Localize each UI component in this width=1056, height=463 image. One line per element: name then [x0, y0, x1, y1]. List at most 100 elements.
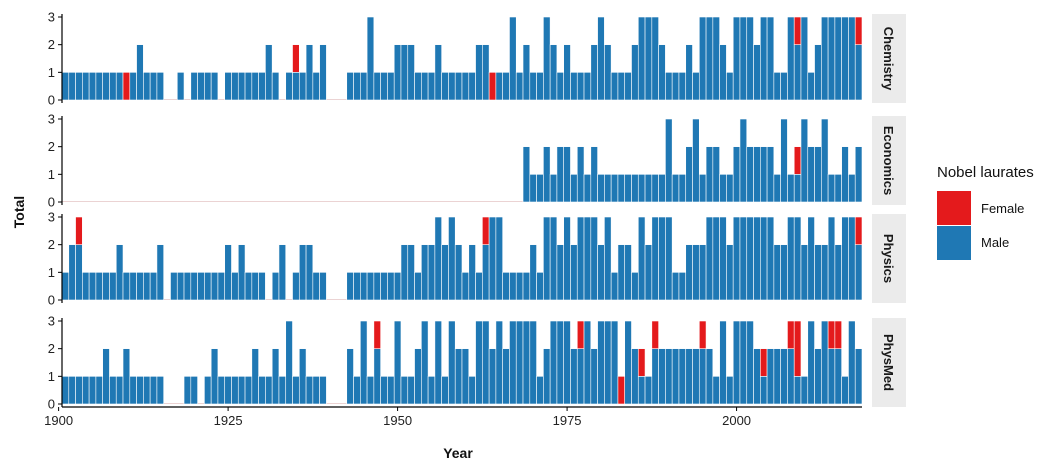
bar-male-1963	[482, 244, 490, 301]
bar-male-1907	[102, 272, 110, 301]
bar-male-1950	[393, 320, 402, 405]
bar-male-1936	[298, 348, 307, 405]
bar-male-2017	[848, 174, 856, 203]
legend-key-male	[937, 226, 971, 260]
bar-male-1998	[719, 216, 727, 301]
bar-male-1905	[88, 72, 97, 101]
bar-male-1929	[251, 348, 259, 405]
y-tick-label: 3	[48, 314, 55, 329]
bar-male-2011	[807, 320, 815, 405]
bar-male-1982	[610, 72, 619, 101]
bar-male-1945	[360, 320, 368, 405]
bar-male-1990	[665, 72, 673, 101]
bar-male-1974	[556, 320, 564, 405]
bar-male-2003	[753, 216, 761, 301]
bar-male-1953	[414, 348, 422, 405]
bar-male-1971	[536, 376, 544, 405]
bar-male-2014	[827, 16, 836, 101]
y-tick-label: 2	[48, 237, 55, 252]
bar-male-1965	[495, 216, 503, 301]
bar-male-1977	[576, 348, 585, 405]
bar-male-2007	[780, 118, 788, 203]
bar-male-1975	[563, 44, 571, 101]
bar-male-2011	[807, 72, 815, 101]
bar-male-2018	[854, 244, 863, 301]
bar-male-2008	[787, 216, 795, 301]
bar-female-2018	[854, 216, 863, 245]
bar-male-1903	[75, 244, 83, 301]
bar-male-1943	[346, 348, 354, 405]
bar-male-1973	[549, 174, 558, 203]
bar-male-1945	[360, 72, 368, 101]
bar-male-1999	[726, 244, 734, 301]
bar-male-1903	[75, 376, 83, 405]
bar-male-1989	[658, 44, 666, 101]
bar-male-1975	[563, 216, 571, 301]
bar-male-2009	[793, 216, 802, 301]
bar-male-1962	[475, 44, 483, 101]
bar-male-2016	[841, 376, 849, 405]
bar-male-1966	[502, 72, 510, 101]
bar-male-2000	[732, 146, 741, 203]
bar-male-1959	[454, 348, 463, 405]
strip-label: Economics	[881, 126, 896, 195]
bar-male-1990	[665, 118, 673, 203]
bar-female-1910	[122, 72, 131, 101]
bar-male-1934	[285, 320, 293, 405]
bar-male-1993	[685, 146, 693, 203]
bar-male-1911	[129, 376, 137, 405]
bar-male-1994	[692, 348, 700, 405]
bar-male-1983	[617, 72, 626, 101]
chart-panels: 0 1 2 3 Chemistry 0 1 2 3 Economics 0 1 2 3 Physics 0 1 2…	[48, 10, 906, 412]
bar-male-2000	[732, 16, 741, 101]
bar-male-1960	[461, 272, 470, 301]
bar-male-1919	[183, 376, 192, 405]
bar-male-1926	[231, 72, 239, 101]
bar-male-1908	[109, 272, 117, 301]
bar-male-2008	[787, 348, 795, 405]
bar-male-1961	[468, 244, 476, 301]
bar-male-1968	[515, 272, 524, 301]
bar-male-1998	[719, 320, 727, 405]
bar-male-1949	[387, 376, 395, 405]
bar-male-1977	[576, 216, 585, 301]
bar-male-1920	[190, 272, 198, 301]
bar-male-1984	[624, 174, 632, 203]
bar-female-2014	[827, 320, 836, 349]
bar-male-1947	[373, 348, 381, 405]
bar-male-1913	[143, 72, 151, 101]
bar-male-1944	[353, 272, 361, 301]
bar-male-2006	[773, 174, 781, 203]
bar-male-1928	[244, 272, 253, 301]
bar-male-1994	[692, 244, 700, 301]
bar-male-1976	[570, 348, 578, 405]
bar-male-1952	[407, 44, 415, 101]
bar-male-1998	[719, 174, 727, 203]
bar-male-1974	[556, 146, 564, 203]
bar-male-1954	[421, 244, 429, 301]
bar-male-1947	[373, 72, 381, 101]
bar-male-1990	[665, 348, 673, 405]
bar-male-1901	[61, 272, 70, 301]
bar-male-2016	[841, 16, 849, 101]
bar-male-2002	[746, 146, 754, 203]
bar-male-2009	[793, 376, 802, 405]
bar-male-2014	[827, 348, 836, 405]
bar-male-1974	[556, 244, 564, 301]
bar-male-1980	[597, 320, 605, 405]
bar-male-1901	[61, 72, 70, 101]
bar-male-1932	[271, 272, 280, 301]
bar-male-2010	[800, 118, 809, 203]
bar-male-1938	[312, 72, 320, 101]
bar-male-1931	[265, 44, 273, 101]
bar-male-1997	[712, 376, 720, 405]
y-tick-label: 0	[48, 293, 55, 308]
bar-male-1962	[475, 320, 483, 405]
bar-male-1969	[522, 272, 531, 301]
legend-title: Nobel laurates	[937, 164, 1034, 181]
bar-male-2018	[854, 348, 863, 405]
bar-male-2006	[773, 244, 781, 301]
bar-male-1961	[468, 72, 476, 101]
bar-male-1991	[671, 348, 680, 405]
legend-key-female	[937, 191, 971, 225]
